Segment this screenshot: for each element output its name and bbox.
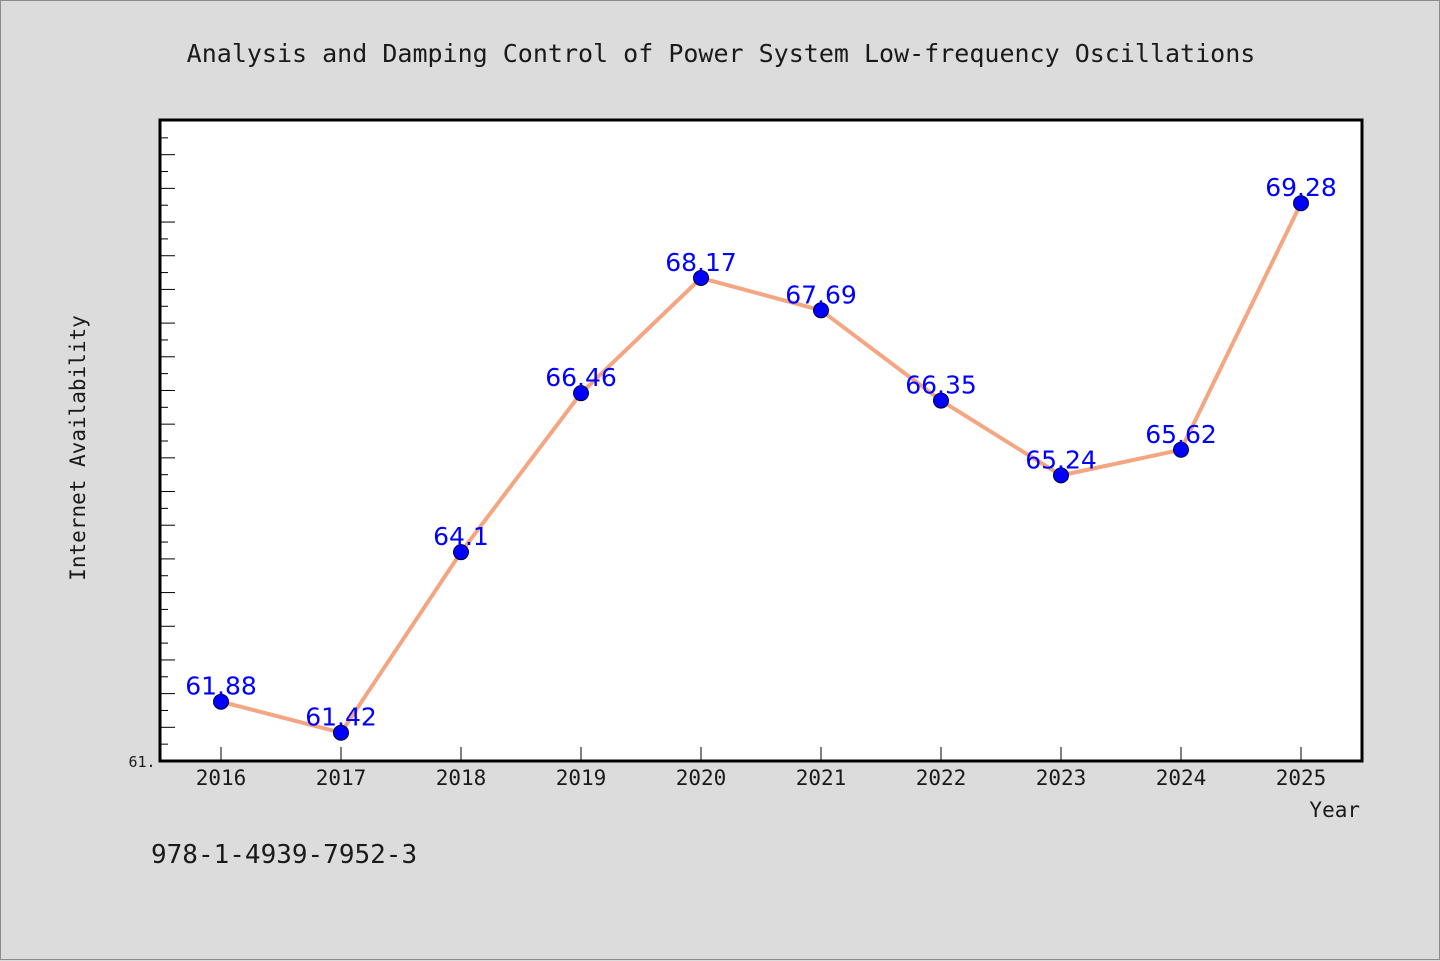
series-layer: 61.88 61.42 64.1 66.46 68.17 67.69 66.35 65.24 6… bbox=[185, 173, 1337, 741]
y-axis-ticks bbox=[161, 137, 175, 745]
x-tick-label: 2019 bbox=[556, 766, 607, 790]
data-point bbox=[693, 269, 709, 286]
data-label: 61.88 bbox=[185, 672, 257, 701]
plot-area bbox=[158, 118, 1364, 763]
x-tick-label: 2024 bbox=[1156, 766, 1207, 790]
x-tick-label: 2022 bbox=[916, 766, 967, 790]
data-point bbox=[573, 385, 589, 402]
data-label: 64.1 bbox=[433, 522, 489, 551]
data-label: 68.17 bbox=[665, 248, 737, 277]
x-tick-label: 2020 bbox=[676, 766, 727, 790]
x-tick-label: 2025 bbox=[1276, 766, 1327, 790]
x-tick-label: 2023 bbox=[1036, 766, 1087, 790]
chart-title: Analysis and Damping Control of Power Sy… bbox=[187, 39, 1256, 68]
data-point bbox=[1293, 195, 1309, 212]
data-point bbox=[213, 693, 229, 710]
data-label: 69.28 bbox=[1265, 173, 1337, 202]
isbn-caption: 978-1-4939-7952-3 bbox=[151, 840, 417, 870]
y-axis-min-label: 61. bbox=[128, 753, 155, 771]
x-tick-label: 2017 bbox=[316, 766, 367, 790]
data-point bbox=[933, 392, 949, 409]
data-label: 61.42 bbox=[305, 703, 377, 732]
x-tick-label: 2016 bbox=[196, 766, 247, 790]
data-point bbox=[813, 302, 829, 319]
data-point bbox=[1053, 467, 1069, 484]
x-tick-label: 2021 bbox=[796, 766, 847, 790]
data-label: 66.35 bbox=[905, 371, 977, 400]
x-tick-label: 2018 bbox=[436, 766, 487, 790]
data-point bbox=[453, 544, 469, 561]
data-label: 65.24 bbox=[1025, 445, 1097, 474]
data-label: 66.46 bbox=[545, 363, 617, 392]
data-label: 65.62 bbox=[1145, 420, 1217, 449]
data-point bbox=[333, 724, 349, 741]
x-axis-label: Year bbox=[1309, 798, 1360, 822]
data-label: 67.69 bbox=[785, 280, 857, 309]
series-line bbox=[220, 202, 1303, 735]
data-point bbox=[1173, 441, 1189, 458]
x-axis-ticks: 2016 2017 2018 2019 2020 2021 2022 2023 2024 2025 bbox=[196, 747, 1327, 790]
y-axis-label: Internet Availability bbox=[66, 315, 90, 581]
